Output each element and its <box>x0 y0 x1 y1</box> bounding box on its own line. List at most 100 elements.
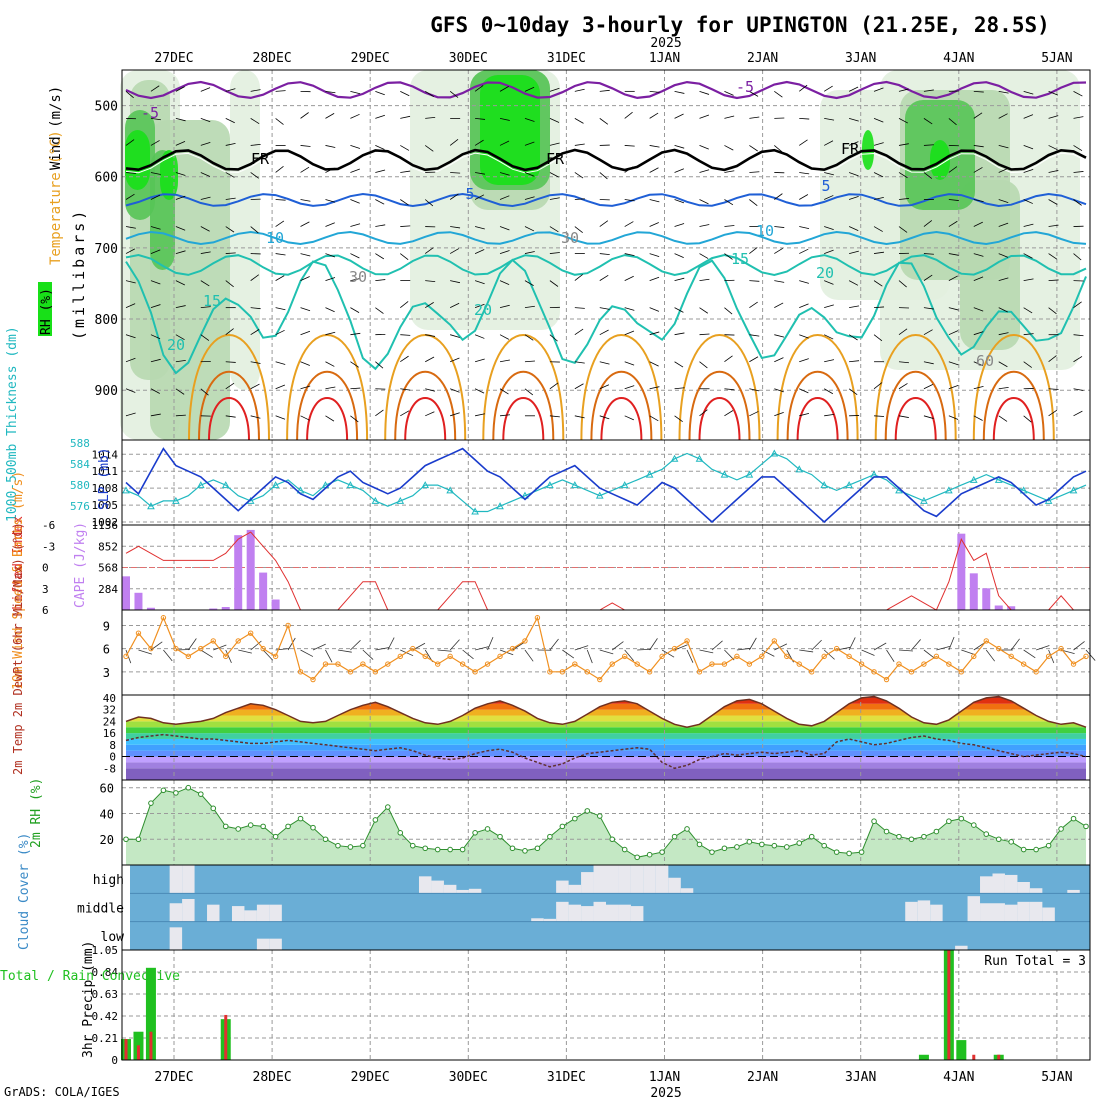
wind-barb <box>475 172 486 175</box>
wind-barb <box>848 172 859 177</box>
rh-point <box>734 844 740 850</box>
cape-bar <box>982 588 991 610</box>
wind-barb <box>1073 253 1082 261</box>
rh-point <box>846 850 852 857</box>
wind-barb <box>674 277 685 282</box>
wind-barb <box>175 226 186 231</box>
year-label-top: 2025 <box>650 36 681 51</box>
wind-barb <box>699 278 710 282</box>
wind-speed-point <box>297 669 304 675</box>
wind-barb <box>948 307 959 311</box>
wind-speed-point <box>796 661 802 667</box>
rh-point <box>409 842 416 849</box>
rh-point <box>547 833 553 840</box>
surface-wind-barb <box>861 649 875 656</box>
wind-barb <box>350 307 360 314</box>
wind-barb <box>749 388 760 392</box>
wind-speed-point <box>372 669 379 675</box>
wind-barb <box>898 88 909 92</box>
wind-barb <box>649 307 660 312</box>
wind-barb <box>724 355 733 363</box>
wind-barb <box>350 278 361 282</box>
cloud-cell <box>630 906 644 922</box>
wind-barb <box>175 195 186 200</box>
surface-wind-barb <box>823 649 835 660</box>
wind-barb <box>1048 115 1059 119</box>
wind-barb <box>799 388 809 394</box>
wind-speed-point <box>522 638 528 644</box>
cape-bar <box>957 533 966 610</box>
wind-barb <box>973 415 983 421</box>
wind-barb <box>175 172 186 176</box>
wind-barb <box>425 411 435 417</box>
warm-contour-arch <box>384 334 467 441</box>
wind-barb <box>948 199 959 201</box>
panel-frame <box>121 949 1091 1061</box>
surface-wind-barb <box>985 649 996 662</box>
rh-point <box>946 818 952 825</box>
rh-point <box>783 844 790 850</box>
cape-bar <box>246 529 255 610</box>
thickness-point <box>720 470 729 478</box>
surface-wind-barb <box>936 645 951 651</box>
warm-contour-arch <box>796 397 839 441</box>
wind-barb <box>150 172 161 175</box>
wind-barb <box>674 387 685 390</box>
cloud-level-label: middle <box>77 902 124 917</box>
cloud-cell <box>581 872 594 894</box>
warm-contour-arch <box>972 334 1055 441</box>
wind-barb <box>424 247 434 254</box>
wind-barb <box>225 88 236 92</box>
rh-blob <box>930 140 950 180</box>
wind-barb <box>674 168 684 173</box>
surface-wind-barb <box>661 649 675 658</box>
wind-barb <box>375 279 386 282</box>
surface-wind-barb <box>624 649 635 661</box>
wind-barb <box>325 331 336 336</box>
wind-barb <box>350 332 361 336</box>
wind-barb <box>325 307 335 313</box>
rh-point <box>123 836 129 843</box>
wind-barb <box>724 307 733 315</box>
wind-barb <box>424 199 434 207</box>
cloud-axis-label: Cloud Cover (%) <box>17 833 32 950</box>
wind-barb <box>499 414 511 417</box>
wind-barb <box>350 223 361 227</box>
wind-speed-point <box>933 653 940 660</box>
wind-barb <box>524 118 535 122</box>
rh-point <box>858 849 865 855</box>
wind-barb <box>524 360 535 363</box>
wind-barb <box>574 383 584 390</box>
wind-speed-point <box>609 661 615 667</box>
thickness-point <box>945 486 953 494</box>
wind-speed-point <box>1033 669 1039 675</box>
wind-barb <box>150 280 161 285</box>
cloud-cell <box>556 880 569 894</box>
wind-barb <box>425 388 436 392</box>
wind-barb <box>475 413 485 417</box>
cloud-cell <box>1029 888 1043 894</box>
wind-barb <box>649 90 660 93</box>
date-label-bottom: 27DEC <box>154 1070 193 1085</box>
wind-speed-point <box>509 645 516 652</box>
wind-barb <box>848 86 859 92</box>
surface-wind-barb <box>163 649 173 662</box>
rh-point <box>1008 839 1014 845</box>
wind-barb <box>225 197 236 200</box>
wind-barb <box>150 140 160 146</box>
wind-barb <box>1073 356 1083 363</box>
wind-speed-point <box>497 653 503 660</box>
temp-band <box>126 744 1086 751</box>
surface-wind-barb <box>686 649 694 663</box>
wind-speed-point <box>833 645 840 652</box>
wind-barb <box>425 334 436 337</box>
thickness-point <box>496 502 504 510</box>
wind-barb <box>674 145 685 149</box>
rh-point <box>235 826 242 832</box>
cape-bar <box>969 573 978 610</box>
surface-wind-barb <box>524 649 534 662</box>
wind-barb <box>300 415 310 421</box>
rh-point <box>148 800 154 806</box>
wind-barb <box>325 199 336 203</box>
temp-tick-label: 40 <box>103 692 116 705</box>
